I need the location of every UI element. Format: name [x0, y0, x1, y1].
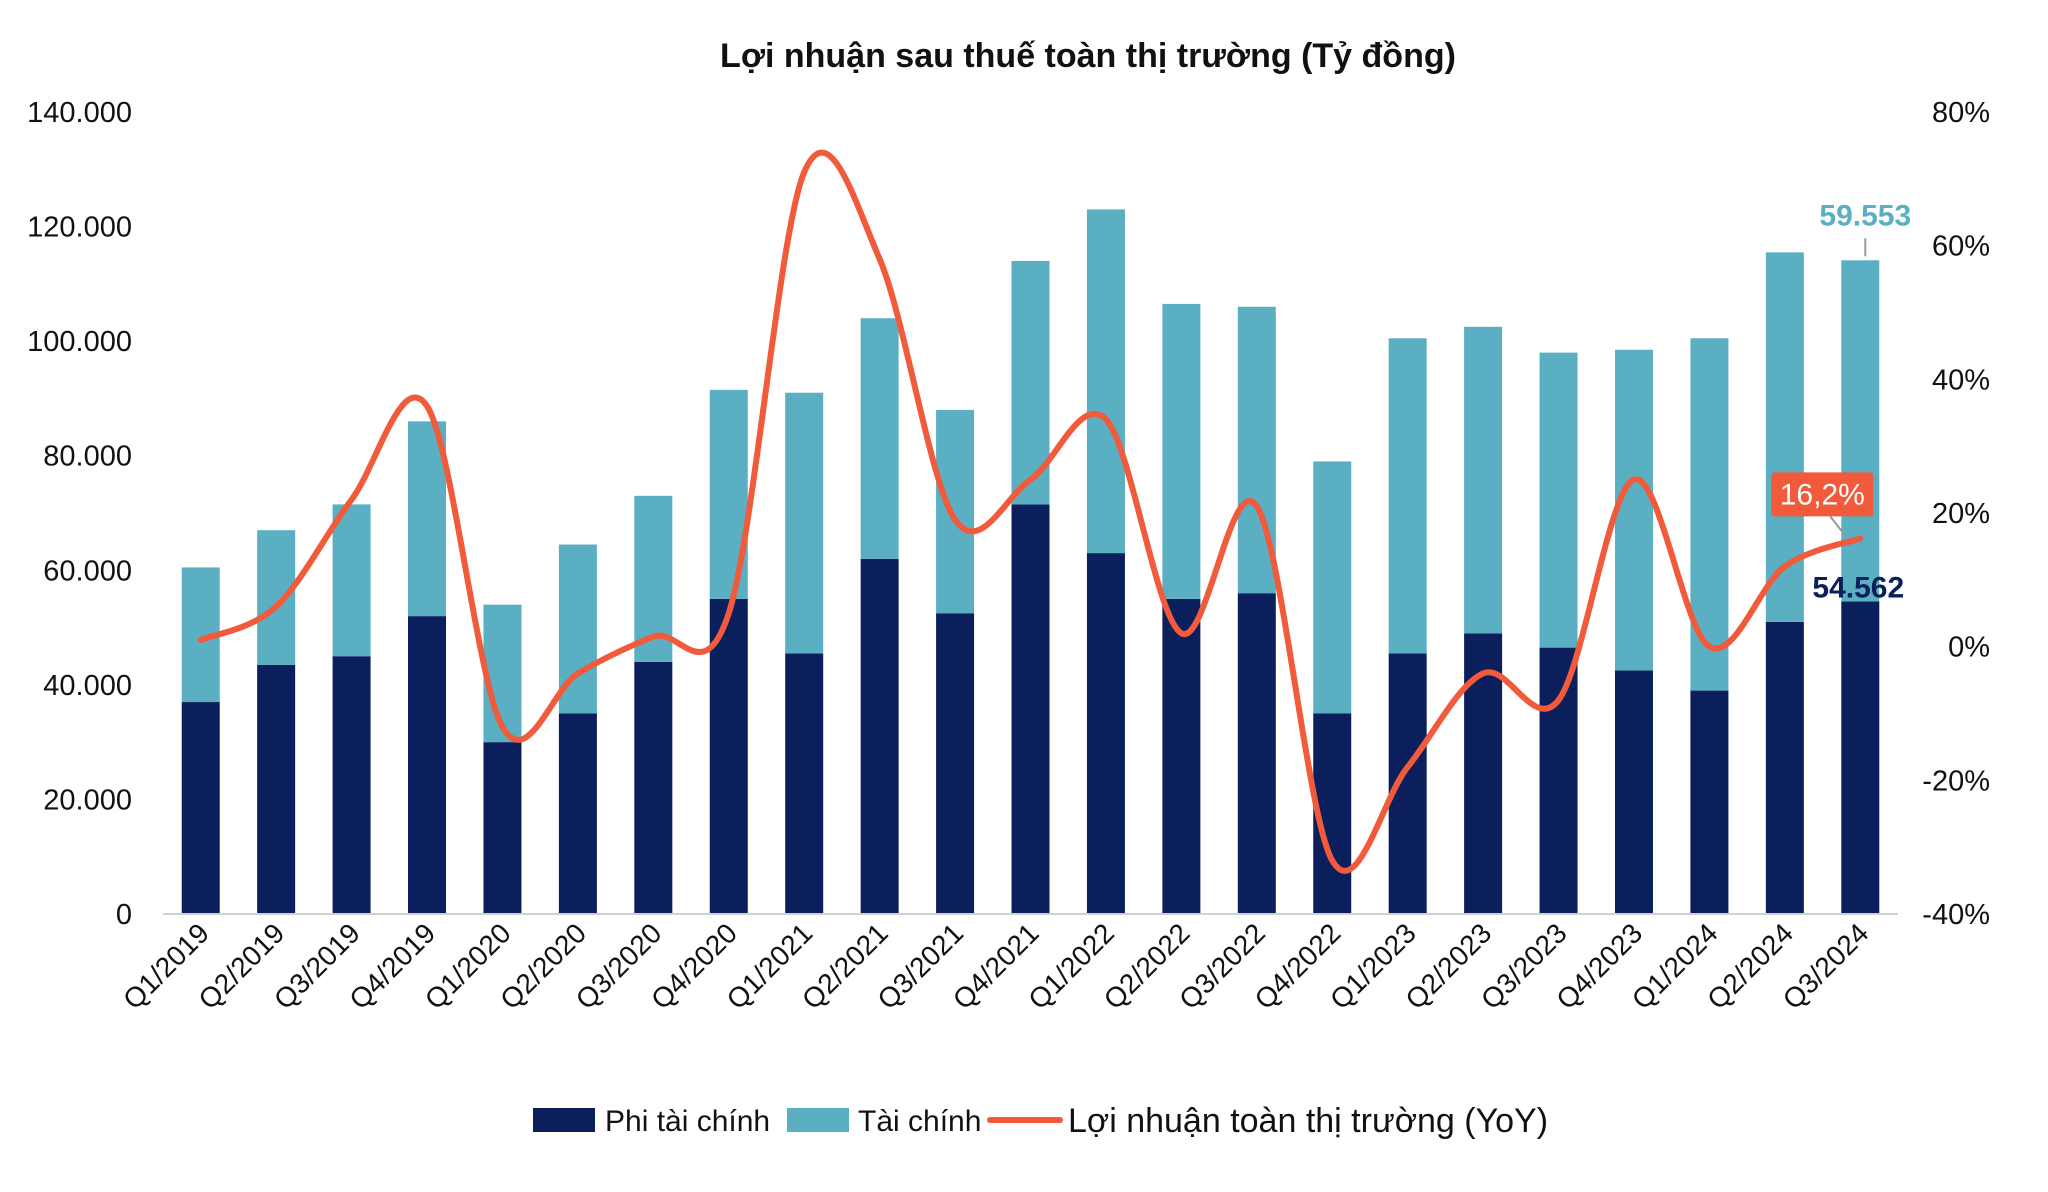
chart-title: Lợi nhuận sau thuế toàn thị trường (Tỷ đ…: [720, 37, 1456, 75]
legend-swatch-tai-chinh: [787, 1108, 849, 1132]
bar-phi-tai-chinh: [558, 713, 597, 914]
bar-tai-chinh: [1388, 338, 1427, 654]
left-tick-label: 40.000: [43, 670, 132, 702]
bar-phi-tai-chinh: [332, 656, 371, 914]
left-tick-label: 20.000: [43, 784, 132, 816]
nonfin-last-label: 54.562: [1812, 571, 1904, 604]
bar-phi-tai-chinh: [257, 664, 296, 914]
bar-phi-tai-chinh: [1539, 647, 1578, 914]
left-tick-label: 120.000: [27, 212, 132, 244]
bar-phi-tai-chinh: [785, 653, 824, 914]
bar-phi-tai-chinh: [1765, 621, 1804, 914]
x-axis-ticks: Q1/2019Q2/2019Q3/2019Q4/2019Q1/2020Q2/20…: [117, 917, 1874, 1015]
right-tick-label: -40%: [1922, 899, 1990, 931]
legend-label-phi-tai-chinh: Phi tài chính: [605, 1105, 770, 1138]
yoy-last-label: 16,2%: [1780, 478, 1865, 511]
bar-tai-chinh: [1464, 326, 1503, 634]
right-tick-label: 60%: [1932, 231, 1990, 263]
left-tick-label: 60.000: [43, 555, 132, 587]
yoy-last-label-box: [1771, 472, 1874, 517]
left-tick-label: 100.000: [27, 326, 132, 358]
bar-phi-tai-chinh: [408, 616, 447, 914]
bar-phi-tai-chinh: [634, 661, 673, 914]
bar-phi-tai-chinh: [1086, 553, 1125, 914]
bar-phi-tai-chinh: [709, 598, 748, 914]
bar-tai-chinh: [408, 421, 447, 617]
bar-tai-chinh: [1690, 338, 1729, 691]
bar-tai-chinh: [1313, 461, 1352, 714]
yoy-leader-line: [1829, 515, 1846, 536]
bar-tai-chinh: [1162, 303, 1201, 599]
right-tick-label: 80%: [1932, 97, 1990, 129]
legend-label-yoy: Lợi nhuận toàn thị trường (YoY): [1068, 1102, 1548, 1140]
bar-tai-chinh: [1841, 260, 1880, 602]
left-axis-ticks: 0 20.000 40.000 60.000 80.000 100.000 120.000 1…: [27, 97, 132, 931]
right-tick-label: 0%: [1948, 632, 1990, 664]
right-tick-label: 20%: [1932, 498, 1990, 530]
right-tick-label: 40%: [1932, 364, 1990, 396]
bar-phi-tai-chinh: [1690, 690, 1729, 914]
bar-phi-tai-chinh: [483, 742, 522, 914]
bar-series: [181, 209, 1880, 914]
annotations: 59.553 54.562 16,2%: [1771, 199, 1911, 604]
bar-tai-chinh: [332, 504, 371, 657]
bar-phi-tai-chinh: [1011, 504, 1050, 914]
bar-phi-tai-chinh: [1614, 670, 1653, 914]
bar-phi-tai-chinh: [860, 558, 899, 914]
bar-tai-chinh: [1086, 209, 1125, 554]
bar-tai-chinh: [785, 392, 824, 654]
legend: Phi tài chính Tài chính Lợi nhuận toàn t…: [533, 1102, 1548, 1140]
right-axis-ticks: -40% -20% 0% 20% 40% 60% 80%: [1922, 97, 1990, 931]
bar-phi-tai-chinh: [1237, 593, 1276, 914]
bar-tai-chinh: [860, 318, 899, 559]
left-tick-label: 80.000: [43, 441, 132, 473]
bar-phi-tai-chinh: [1162, 598, 1201, 914]
left-tick-label: 140.000: [27, 97, 132, 129]
bar-phi-tai-chinh: [1841, 601, 1880, 914]
legend-swatch-phi-tai-chinh: [533, 1108, 595, 1132]
yoy-line: [197, 149, 1864, 874]
bar-tai-chinh: [936, 409, 975, 614]
bar-phi-tai-chinh: [936, 613, 975, 914]
bar-tai-chinh: [483, 604, 522, 743]
legend-label-tai-chinh: Tài chính: [858, 1105, 981, 1138]
bar-tai-chinh: [1614, 349, 1653, 671]
bar-tai-chinh: [257, 530, 296, 665]
bar-tai-chinh: [1539, 352, 1578, 648]
bar-phi-tai-chinh: [181, 702, 220, 914]
fin-last-label: 59.553: [1819, 199, 1911, 232]
right-tick-label: -20%: [1922, 765, 1990, 797]
yoy-line-series: [197, 149, 1864, 874]
left-tick-label: 0: [116, 899, 132, 931]
